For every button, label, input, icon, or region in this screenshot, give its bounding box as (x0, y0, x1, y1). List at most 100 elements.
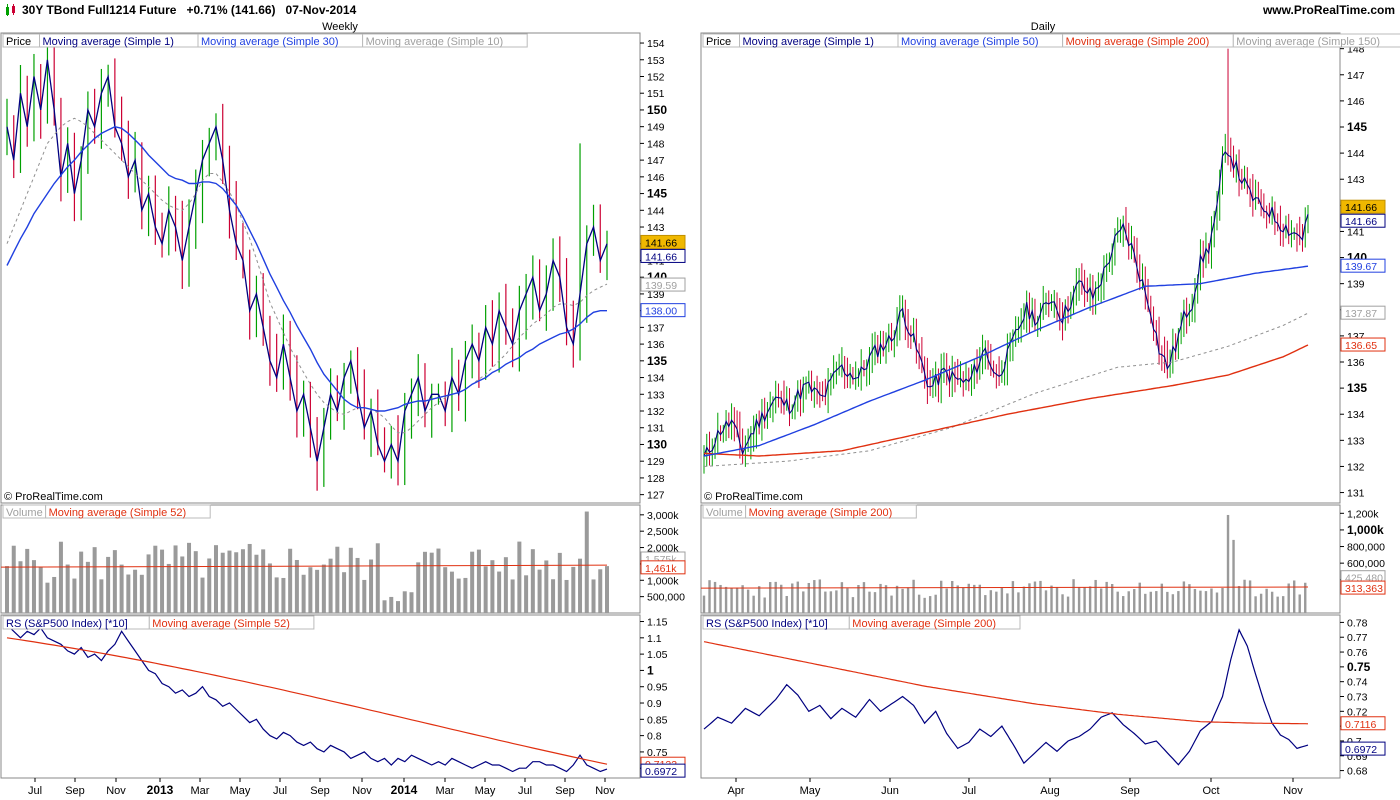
weekly-volume-bar (200, 577, 205, 613)
daily-volume-ma-badge-box (1340, 580, 1386, 595)
weekly-volume-bar (288, 548, 293, 613)
daily-volume-bar (1039, 580, 1042, 613)
weekly-volume-bar (335, 546, 340, 613)
weekly-volume-bar (166, 563, 171, 613)
weekly-volume-bar (564, 579, 569, 613)
daily-volume-bar (1033, 581, 1037, 613)
daily-ma200-line (703, 344, 1309, 457)
daily-volume-bar (1022, 586, 1026, 613)
weekly-volume-bar (38, 567, 43, 613)
daily-volume-bar (1000, 587, 1004, 613)
weekly-vol-tick-label-0: 3,000k (647, 510, 679, 522)
weekly-volume-bar (551, 579, 556, 613)
daily-volume-bar (835, 590, 838, 613)
daily-rs-badge: 0.6972 (1345, 744, 1377, 756)
weekly-rs-legend-box-1 (148, 615, 315, 630)
weekly-volume-bar (308, 567, 313, 613)
daily-ma200-badge-box (1340, 337, 1386, 352)
daily-volume-bar (818, 579, 822, 613)
daily-close-badge: 141.66 (1345, 216, 1377, 228)
daily-volume-bar (934, 594, 937, 613)
weekly-volume-bar (524, 575, 529, 613)
weekly-volume-bar (436, 548, 441, 613)
weekly-volume-bar (591, 579, 596, 613)
daily-volume-bar (895, 585, 899, 613)
weekly-vol-legend-1: Moving average (Simple 52) (49, 507, 187, 519)
daily-copyright: © ProRealTime.com (704, 491, 803, 503)
weekly-x-tick-label: Sep (310, 785, 330, 797)
daily-volume-bar (1110, 584, 1114, 613)
daily-volume-bar (995, 591, 998, 613)
weekly-volume-bar (11, 545, 16, 613)
weekly-close-line (6, 59, 608, 464)
daily-volume-bar (780, 584, 783, 613)
weekly-rs-tick-label-0: 1.15 (647, 617, 668, 629)
weekly-rs-tick-label-2: 1.05 (647, 649, 668, 661)
weekly-volume-bar (605, 566, 609, 613)
weekly-title: Weekly (322, 21, 358, 33)
weekly-price-tick-label-11: 143 (647, 222, 665, 234)
weekly-x-tick-label: Mar (436, 785, 455, 797)
daily-price-tick-label-16: 132 (1347, 461, 1365, 473)
weekly-volume-bar (315, 569, 320, 613)
daily-volume-ma-badge: 313,363 (1345, 583, 1383, 595)
weekly-ma10-badge: 139.59 (645, 280, 677, 292)
weekly-volume-bar (247, 543, 252, 613)
weekly-price-tick-label-1: 153 (647, 55, 665, 67)
weekly-volume-bar (517, 541, 522, 613)
weekly-volume-bar (443, 567, 448, 613)
weekly-x-tick-label: 2013 (147, 783, 174, 797)
weekly-price-legend-0: Price (6, 36, 31, 48)
weekly-volume-bar (429, 552, 434, 613)
weekly-volume-bar (294, 559, 299, 613)
weekly-volume-bar (382, 600, 387, 613)
daily-volume-bar (1237, 586, 1241, 613)
daily-rs-tick-label-1: 0.77 (1347, 632, 1368, 644)
daily-vol-tick-label-1: 1,000k (1347, 523, 1384, 537)
weekly-rs-tick-label-6: 0.85 (647, 714, 668, 726)
weekly-x-tick-label: Nov (595, 785, 615, 797)
weekly-volume-bar (456, 578, 461, 613)
daily-volume-bar (1006, 593, 1009, 613)
daily-ma50-badge-box (1340, 258, 1386, 273)
daily-x-tick-label: Nov (1283, 785, 1303, 797)
weekly-volume-bar (180, 556, 185, 613)
daily-volume-bar (1166, 591, 1169, 613)
weekly-volume-bar (503, 557, 508, 613)
weekly-price-tick-label-4: 150 (647, 103, 667, 117)
weekly-volume-bar (254, 554, 259, 613)
weekly-rs-tick-label-7: 0.8 (647, 731, 662, 743)
weekly-vol-tick-label-4: 1,000k (647, 575, 679, 587)
daily-volume-bar (884, 585, 888, 613)
weekly-volume-bar (342, 572, 347, 613)
daily-volume-bar (824, 591, 827, 613)
daily-volume-bar (1083, 587, 1086, 613)
weekly-volume-bar (537, 569, 542, 613)
daily-volume-bar (768, 582, 772, 613)
daily-vol-legend-box-1 (745, 504, 917, 519)
weekly-rs-legend-1: Moving average (Simple 52) (152, 618, 290, 630)
daily-rs-legend-1: Moving average (Simple 200) (852, 618, 996, 630)
daily-volume-bar (1276, 596, 1279, 613)
daily-volume-bar (1248, 580, 1252, 613)
daily-x-tick-label: Sep (1120, 785, 1140, 797)
weekly-volume-bar (389, 596, 394, 613)
daily-volume-bar (1094, 579, 1097, 613)
daily-volume-bar (1254, 596, 1257, 613)
weekly-volume-bar (510, 579, 515, 613)
weekly-ma10-badge-box (640, 277, 686, 292)
daily-rs-ma-badge: 0.7116 (1345, 719, 1376, 731)
weekly-volume-bar (476, 549, 481, 613)
weekly-volume-bar (85, 561, 90, 613)
weekly-volume-bar (207, 558, 212, 613)
daily-volume-bar (989, 590, 993, 613)
weekly-volume-bar (220, 552, 225, 613)
site-link[interactable]: www.ProRealTime.com (1262, 3, 1395, 17)
daily-volume-bar (1116, 591, 1119, 613)
panel-frame-dp (700, 32, 1341, 504)
daily-rs-legend-box-1 (848, 615, 1021, 630)
weekly-price-tick-label-22: 132 (647, 406, 665, 418)
weekly-volume-bar (483, 566, 488, 613)
daily-volume-bar (978, 584, 981, 613)
